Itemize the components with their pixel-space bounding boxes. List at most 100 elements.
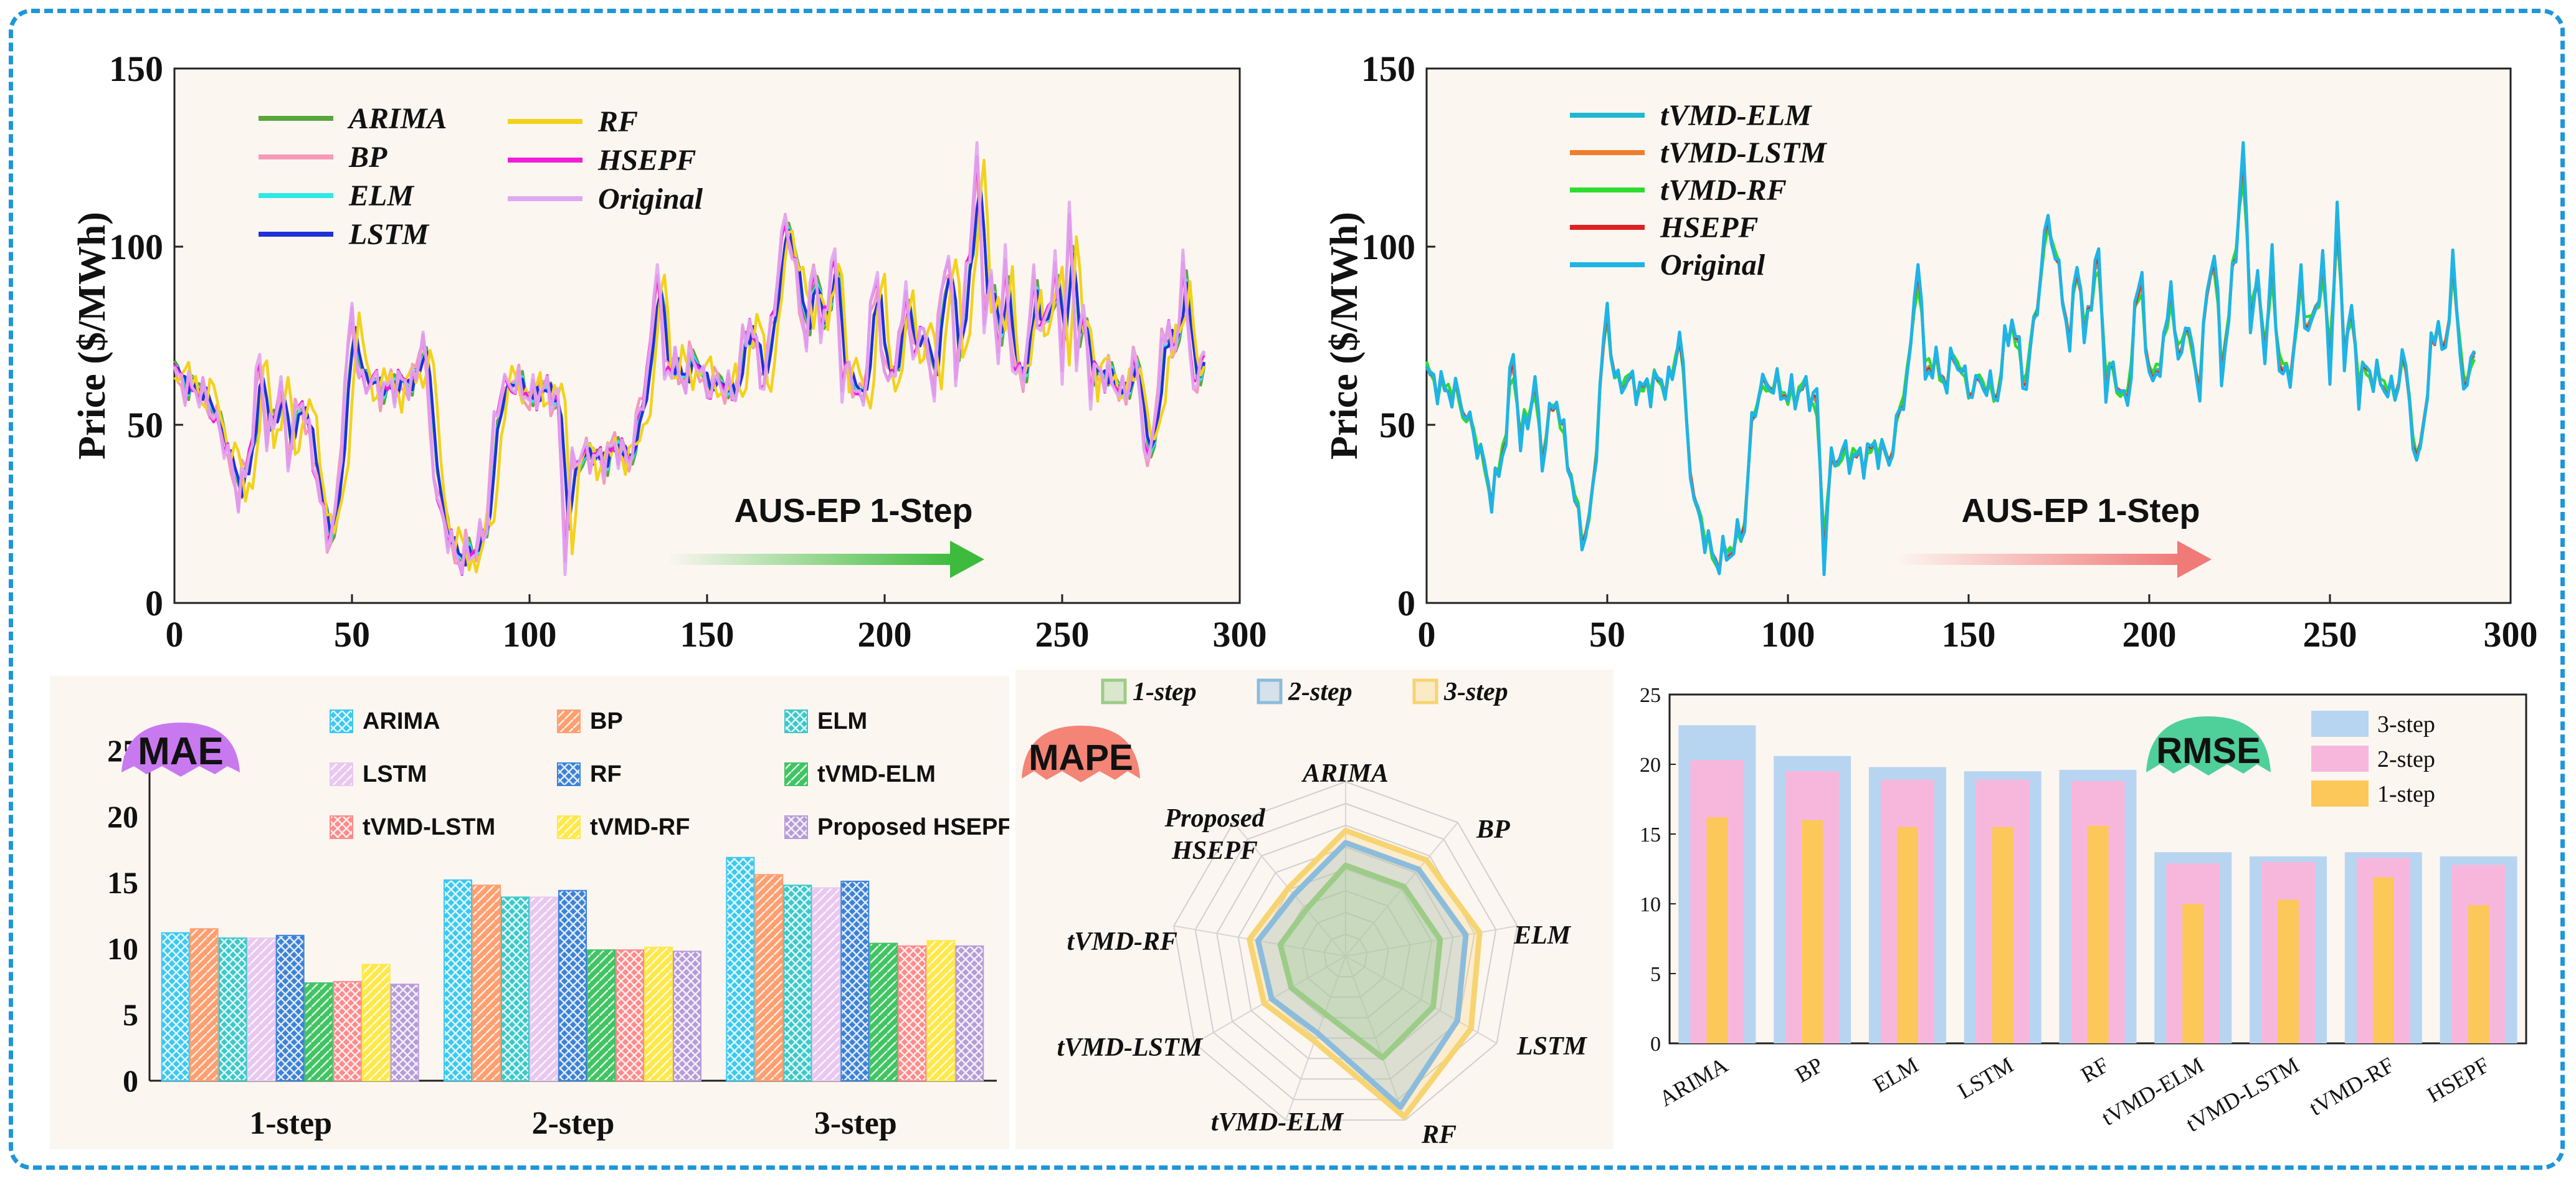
bar-bp — [472, 885, 501, 1081]
radar-spoke — [1345, 925, 1518, 957]
x-tick-label: 100 — [503, 614, 557, 654]
figure-frame — [9, 9, 2565, 1170]
y-tick-label: 150 — [109, 49, 163, 89]
rmse-badge — [2146, 716, 2271, 775]
bar-1-step — [2372, 877, 2394, 1043]
y-tick-label: 100 — [109, 227, 163, 267]
bar-bp — [754, 874, 784, 1081]
y-tick-label: 20 — [1640, 754, 1661, 777]
radar-grid-ring — [1194, 802, 1497, 1101]
x-tick-label: 200 — [858, 614, 912, 654]
legend-swatch — [1101, 678, 1127, 704]
mae-title: MAE — [138, 730, 224, 773]
bar-tvmd-rf — [926, 940, 956, 1081]
radar-grid-ring — [1173, 780, 1518, 1121]
legend-swatch — [557, 815, 581, 839]
legend-swatch — [784, 815, 808, 839]
x-category-label: 3-step — [814, 1106, 897, 1141]
bar-elm — [783, 885, 812, 1081]
bar-tvmd-rf — [361, 964, 391, 1081]
legend-label: 2-step — [2377, 746, 2435, 772]
bar-rf — [558, 889, 587, 1081]
y-tick-label: 20 — [107, 799, 138, 834]
legend-label: 3-step — [2377, 711, 2435, 738]
legend-label: tVMD-RF — [590, 814, 690, 840]
bar-proposed-hsepf — [390, 984, 419, 1081]
radar-spoke — [1345, 822, 1458, 957]
radar-axis-label-line: Proposed — [1164, 804, 1266, 833]
bar-rf — [840, 880, 870, 1081]
y-tick-label: 10 — [1640, 893, 1661, 916]
legend-label: tVMD-ELM — [1660, 99, 1813, 132]
rmse-title: RMSE — [2156, 731, 2261, 771]
annotation-arrow-head — [2177, 541, 2212, 578]
radar-axis-label: tVMD-LSTM — [1057, 1033, 1204, 1062]
bar-lstm — [247, 937, 276, 1082]
bar-lstm — [812, 887, 841, 1081]
bar-rf — [275, 934, 305, 1081]
x-tick-label: 300 — [2484, 614, 2538, 654]
bar-tvmd-lstm — [615, 949, 644, 1081]
bar-elm — [218, 937, 247, 1082]
y-tick-label: 50 — [127, 405, 163, 445]
bar-elm — [501, 896, 530, 1081]
annotation-arrow-shaft — [667, 554, 953, 565]
legend-label: 1-step — [2377, 781, 2435, 807]
x-tick-label: 0 — [166, 614, 184, 654]
legend-swatch — [330, 709, 353, 733]
annotation-label: AUS-EP 1-Step — [1961, 492, 2200, 529]
legend-label: RF — [590, 761, 622, 787]
bar-arima — [444, 879, 472, 1081]
series-line-lstm — [174, 186, 1206, 567]
x-tick-label: 300 — [1213, 614, 1267, 654]
y-tick-label: 50 — [1379, 405, 1415, 445]
legend-label: HSEPF — [597, 144, 696, 177]
mape-title: MAPE — [1029, 738, 1133, 778]
y-tick-label: 150 — [1361, 49, 1415, 89]
x-category-label: 1-step — [249, 1106, 332, 1141]
bar-tvmd-elm — [869, 942, 898, 1081]
legend-label: ARIMA — [363, 708, 440, 734]
y-tick-label: 0 — [1397, 583, 1415, 624]
y-tick-label: 25 — [1640, 684, 1661, 707]
x-category-label: BP — [1791, 1052, 1827, 1088]
legend-label: 1-step — [1133, 678, 1197, 706]
bar-1-step — [2087, 825, 2109, 1043]
legend-label: tVMD-LSTM — [363, 814, 495, 840]
radar-axis-label: tVMD-RF — [1067, 927, 1177, 956]
bar-1-step — [1802, 820, 1823, 1043]
x-tick-label: 0 — [1418, 614, 1436, 654]
radar-axis-label: Proposed HSEPF — [1164, 804, 1266, 865]
legend-label: ARIMA — [347, 102, 447, 135]
x-tick-label: 250 — [2303, 614, 2357, 654]
legend-label: Original — [598, 183, 703, 216]
y-tick-label: 0 — [123, 1063, 138, 1098]
y-tick-label: 100 — [1361, 227, 1415, 267]
bar-proposed-hsepf — [673, 951, 701, 1081]
legend-label: BP — [348, 141, 387, 174]
y-tick-label: 0 — [145, 583, 163, 624]
bar-1-step — [2278, 899, 2299, 1043]
y-tick-label: 10 — [107, 931, 138, 966]
bar-1-step — [2182, 904, 2204, 1043]
legend-label: tVMD-ELM — [817, 761, 936, 787]
radar-axis-label: LSTM — [1516, 1032, 1588, 1061]
legend-label: LSTM — [363, 761, 427, 787]
bar-tvmd-lstm — [333, 981, 362, 1081]
bar-arima — [726, 856, 755, 1081]
x-category-label: tVMD-RF — [2305, 1052, 2398, 1121]
legend-swatch — [2311, 780, 2369, 807]
x-category-label: HSEPF — [2423, 1052, 2494, 1107]
legend-label: tVMD-LSTM — [1660, 136, 1828, 169]
x-tick-label: 50 — [1589, 614, 1625, 654]
legend-label: BP — [590, 708, 623, 734]
legend-label: LSTM — [348, 218, 430, 251]
annotation-arrow-shaft — [1894, 554, 2180, 565]
bar-tvmd-elm — [304, 982, 333, 1081]
bar-1-step — [1896, 827, 1918, 1043]
y-tick-label: 15 — [1640, 823, 1661, 847]
bar-lstm — [530, 896, 558, 1081]
x-tick-label: 50 — [334, 614, 370, 654]
